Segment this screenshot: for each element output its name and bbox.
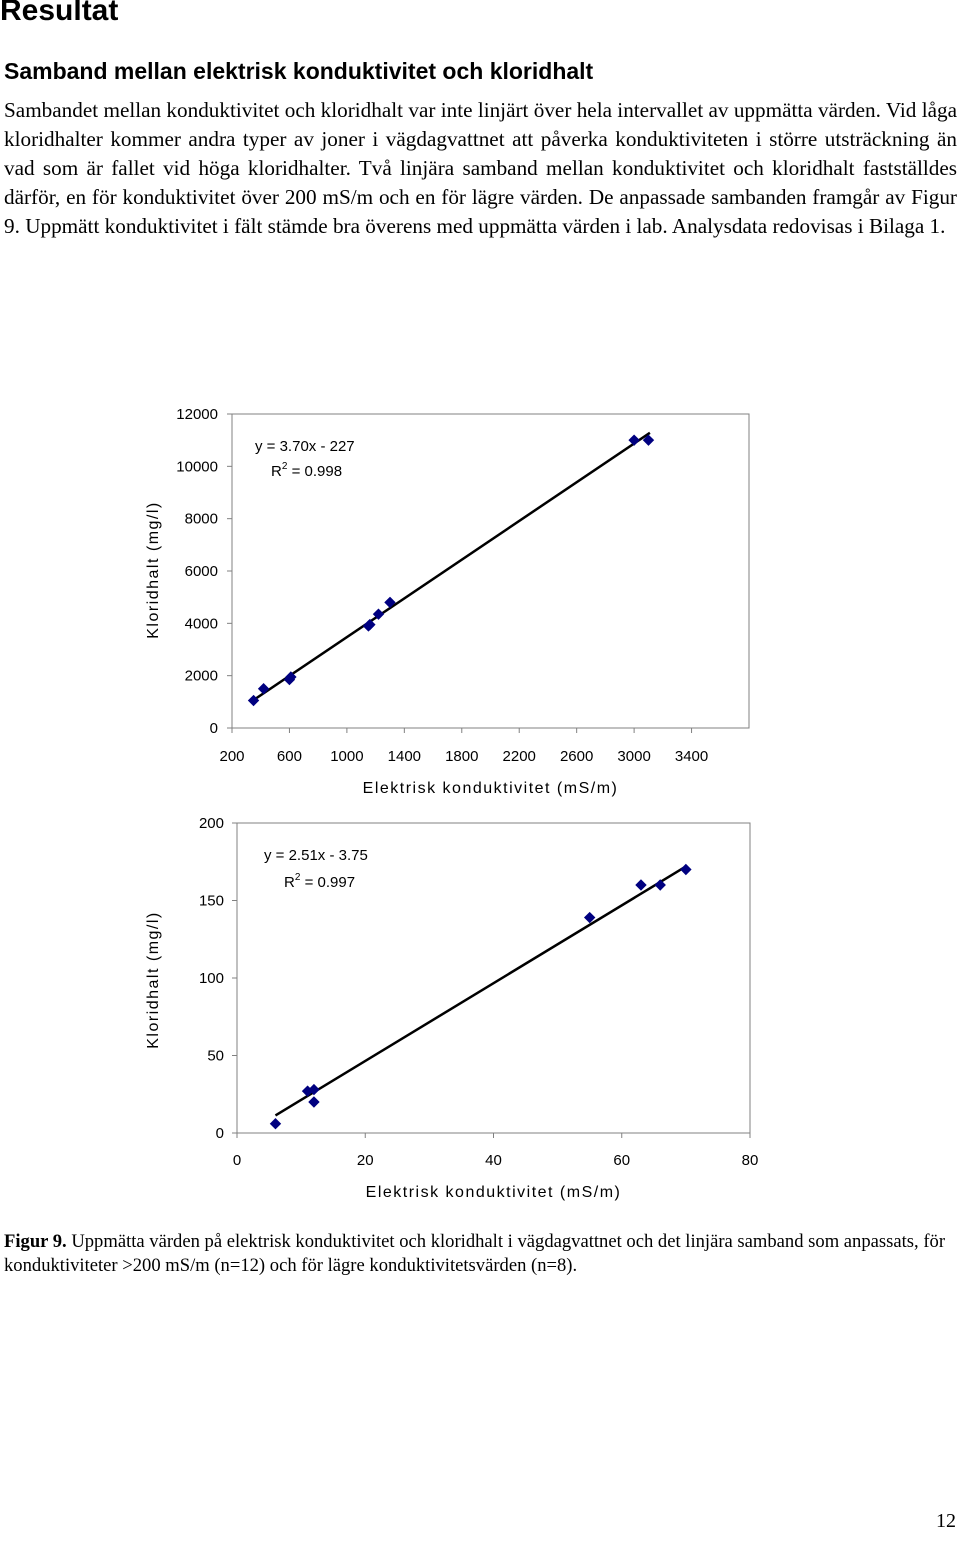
chart-low-conductivity-svg: 0 50 100 150 200 0 20 40 60 80 Elektrisk konduktiv…: [145, 815, 759, 1201]
page-number: 12: [936, 1510, 956, 1532]
data-point: [635, 879, 647, 891]
data-point: [308, 1096, 320, 1108]
y-tick-label: 0: [216, 1125, 224, 1142]
x-tick-label: 3400: [675, 748, 708, 765]
data-point: [257, 683, 270, 695]
y-tick-label: 2000: [185, 668, 218, 685]
y-tick-label: 100: [199, 970, 224, 987]
data-point: [364, 618, 376, 631]
x-tick-label: 1000: [330, 748, 363, 765]
figure-caption: Figur 9. Uppmätta värden på elektrisk ko…: [4, 1230, 959, 1278]
y-tick-label: 4000: [185, 615, 218, 632]
chart-high-conductivity-svg: 0 2000 4000 6000 8000 10000 12000 200 600 1000 140…: [145, 406, 750, 797]
chart-low-conductivity: 0 50 100 150 200 0 20 40 60 80 Elektrisk konduktiv…: [0, 800, 960, 1220]
x-tick-label: 60: [613, 1152, 630, 1169]
r-squared-label: R2 = 0.998: [271, 461, 342, 480]
r-squared-value: = 0.998: [287, 463, 342, 480]
r-squared-superscript: 2: [282, 461, 288, 472]
x-tick-label: 2200: [503, 748, 536, 765]
y-tick-label: 200: [199, 815, 224, 832]
regression-equation: y = 3.70x - 227: [255, 438, 355, 455]
x-tick-label: 600: [277, 748, 302, 765]
y-axis-label: Kloridhalt (mg/l): [145, 911, 162, 1049]
data-point: [654, 879, 666, 891]
data-point: [285, 671, 297, 683]
x-axis-label: Elektrisk konduktivitet (mS/m): [363, 780, 619, 797]
r-squared-prefix: R: [271, 463, 282, 480]
x-tick-label: 40: [485, 1152, 502, 1169]
x-axis-label: Elektrisk konduktivitet (mS/m): [366, 1184, 622, 1201]
data-point: [269, 1117, 282, 1130]
section-heading: Resultat: [0, 0, 119, 27]
figure-caption-text: Uppmätta värden på elektrisk konduktivit…: [4, 1231, 946, 1276]
r-squared-superscript: 2: [295, 872, 301, 883]
body-paragraph: Sambandet mellan konduktivitet och klori…: [4, 98, 957, 238]
regression-equation: y = 2.51x - 3.75: [264, 847, 368, 864]
r-squared-label: R2 = 0.997: [284, 872, 355, 891]
data-point: [308, 1083, 320, 1096]
figure-caption-label: Figur 9.: [4, 1231, 67, 1252]
trendline: [274, 865, 687, 1117]
y-tick-label: 10000: [176, 458, 218, 475]
data-point: [384, 596, 396, 609]
plot-area-frame: [231, 413, 750, 729]
data-point: [583, 911, 596, 924]
y-tick-label: 12000: [176, 406, 218, 423]
y-tick-label: 50: [207, 1048, 224, 1065]
trendline: [251, 431, 651, 703]
x-tick-label: 3000: [617, 748, 650, 765]
data-point: [628, 434, 640, 446]
y-tick-label: 0: [210, 720, 218, 737]
x-tick-label: 20: [357, 1152, 374, 1169]
y-tick-label: 150: [199, 893, 224, 910]
r-squared-value: = 0.997: [300, 874, 355, 891]
y-axis-label: Kloridhalt (mg/l): [145, 501, 162, 639]
chart-high-conductivity: 0 2000 4000 6000 8000 10000 12000 200 600 1000 140…: [0, 390, 960, 800]
data-point: [247, 694, 260, 707]
data-point: [680, 863, 692, 876]
subsection-heading: Samband mellan elektrisk konduktivitet o…: [4, 58, 594, 84]
data-point: [372, 608, 385, 620]
x-tick-label: 2600: [560, 748, 593, 765]
x-tick-label: 1400: [388, 748, 421, 765]
x-tick-label: 0: [233, 1152, 241, 1169]
y-tick-label: 6000: [185, 563, 218, 580]
y-tick-label: 8000: [185, 511, 218, 528]
x-tick-label: 80: [742, 1152, 759, 1169]
r-squared-prefix: R: [284, 874, 295, 891]
x-tick-label: 1800: [445, 748, 478, 765]
data-point: [642, 434, 655, 446]
x-tick-label: 200: [219, 748, 244, 765]
